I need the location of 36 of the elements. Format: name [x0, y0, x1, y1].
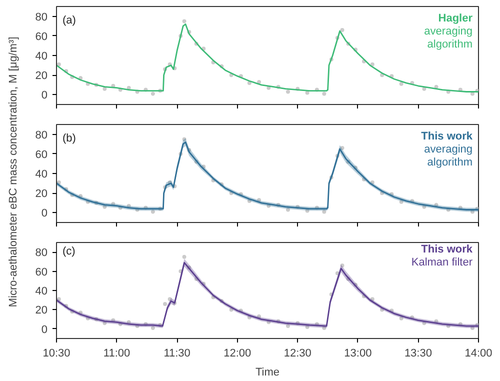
- annotation: algorithm: [427, 156, 473, 168]
- x-tick-label: 13:30: [404, 348, 432, 360]
- x-axis-title: Time: [255, 366, 280, 378]
- annotation: averaging: [424, 144, 473, 156]
- annotation: Kalman filter: [411, 256, 473, 268]
- annotation: This work: [421, 244, 474, 256]
- y-tick-label: 80: [35, 129, 48, 142]
- x-tick-label: 14:00: [464, 348, 492, 360]
- y-tick-label: 60: [35, 148, 48, 161]
- y-tick-label: 40: [35, 286, 48, 298]
- y-tick-label: 0: [41, 90, 48, 102]
- y-tick-label: 20: [35, 188, 48, 200]
- y-tick-label: 80: [35, 247, 48, 260]
- y-tick-label: 0: [41, 324, 48, 336]
- y-tick-label: 40: [35, 50, 48, 62]
- y-tick-label: 20: [35, 70, 48, 82]
- annotation: (c): [62, 246, 76, 258]
- annotation: (b): [62, 132, 76, 144]
- x-tick-label: 12:30: [284, 348, 312, 360]
- y-tick-label: 40: [35, 168, 48, 180]
- annotation: Hagler: [438, 12, 474, 24]
- annotation: algorithm: [427, 38, 473, 50]
- annotation: This work: [421, 130, 474, 142]
- x-tick-label: 12:00: [224, 348, 252, 360]
- annotation: averaging: [424, 26, 473, 38]
- x-tick-label: 10:30: [42, 348, 70, 360]
- x-tick-label: 13:00: [344, 348, 372, 360]
- y-axis-title: Micro-aethalometer eBC mass concentration, M [μg/m³]: [8, 36, 20, 308]
- x-tick-label: 11:00: [103, 348, 130, 360]
- y-tick-label: 60: [35, 266, 48, 278]
- annotation: (a): [62, 14, 76, 26]
- x-tick-label: 11:30: [164, 348, 190, 360]
- y-tick-label: 20: [35, 304, 48, 317]
- y-tick-label: 60: [35, 30, 48, 43]
- y-tick-label: 0: [41, 208, 48, 220]
- y-tick-label: 80: [35, 11, 48, 24]
